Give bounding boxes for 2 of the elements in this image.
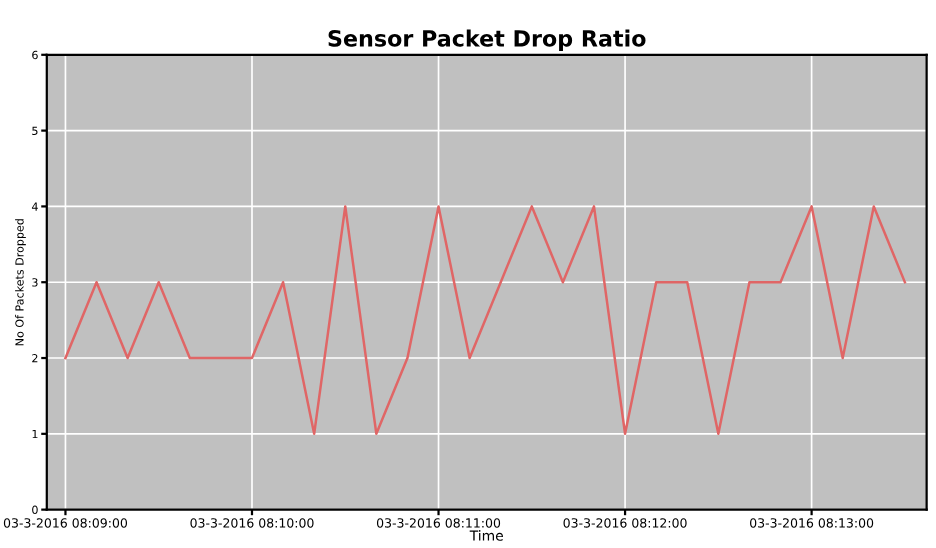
chart-title: Sensor Packet Drop Ratio [328,29,646,52]
line-series [64,205,907,436]
